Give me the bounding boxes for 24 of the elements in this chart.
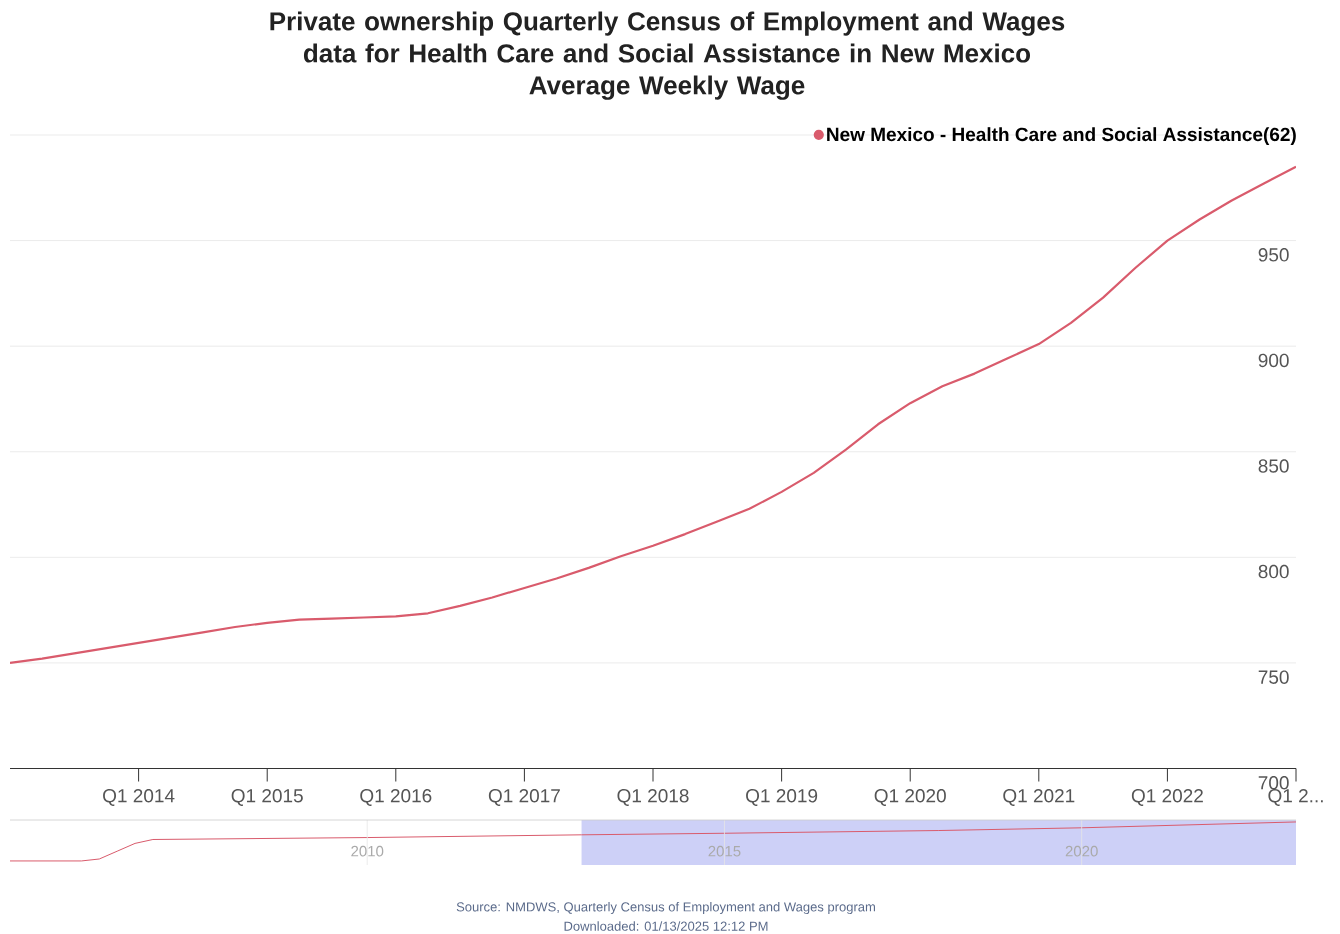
chart-subtitle: Average Weekly Wage bbox=[529, 75, 805, 100]
x-tick-label: Q1 2016 bbox=[360, 789, 432, 806]
y-tick-label: 700 bbox=[1258, 776, 1289, 790]
source-note: Source: NMDWS, Quarterly Census of Employment and Wages program bbox=[456, 901, 875, 915]
x-tick-label: 2020 bbox=[1065, 845, 1098, 857]
x-tick-label: Q1 2021 bbox=[1003, 789, 1075, 806]
x-tick-label: Q1 2015 bbox=[231, 789, 303, 806]
chart-title: Private ownership Quarterly Census of Employment and Wages data for Health Care and Social Assistance in New Mexico bbox=[270, 11, 1065, 63]
text: Downloaded: 01/13/2025 12:12 PM bbox=[564, 921, 768, 931]
x-tick-label: Q1 2018 bbox=[617, 789, 689, 806]
y-tick-label: 900 bbox=[1258, 353, 1289, 368]
x-tick-label: 2015 bbox=[708, 845, 741, 857]
x-tick-label: Q1 2014 bbox=[103, 789, 175, 806]
y-tick-label: 750 bbox=[1258, 670, 1289, 684]
y-tick-label: 850 bbox=[1258, 459, 1289, 473]
x-tick-label: Q1 2022 bbox=[1131, 789, 1203, 806]
x-tick-label: 2010 bbox=[351, 845, 384, 857]
x-tick-label: Q1 2... bbox=[1268, 789, 1323, 806]
y-tick-label: 950 bbox=[1258, 248, 1289, 262]
x-tick-label: Q1 2020 bbox=[874, 789, 946, 806]
y-tick-label: 800 bbox=[1258, 564, 1289, 579]
legend-label: New Mexico - Health Care and Social Assistance(62) bbox=[827, 127, 1296, 145]
x-tick-label: Q1 2017 bbox=[488, 789, 560, 806]
x-tick-label: Q1 2019 bbox=[746, 789, 818, 806]
